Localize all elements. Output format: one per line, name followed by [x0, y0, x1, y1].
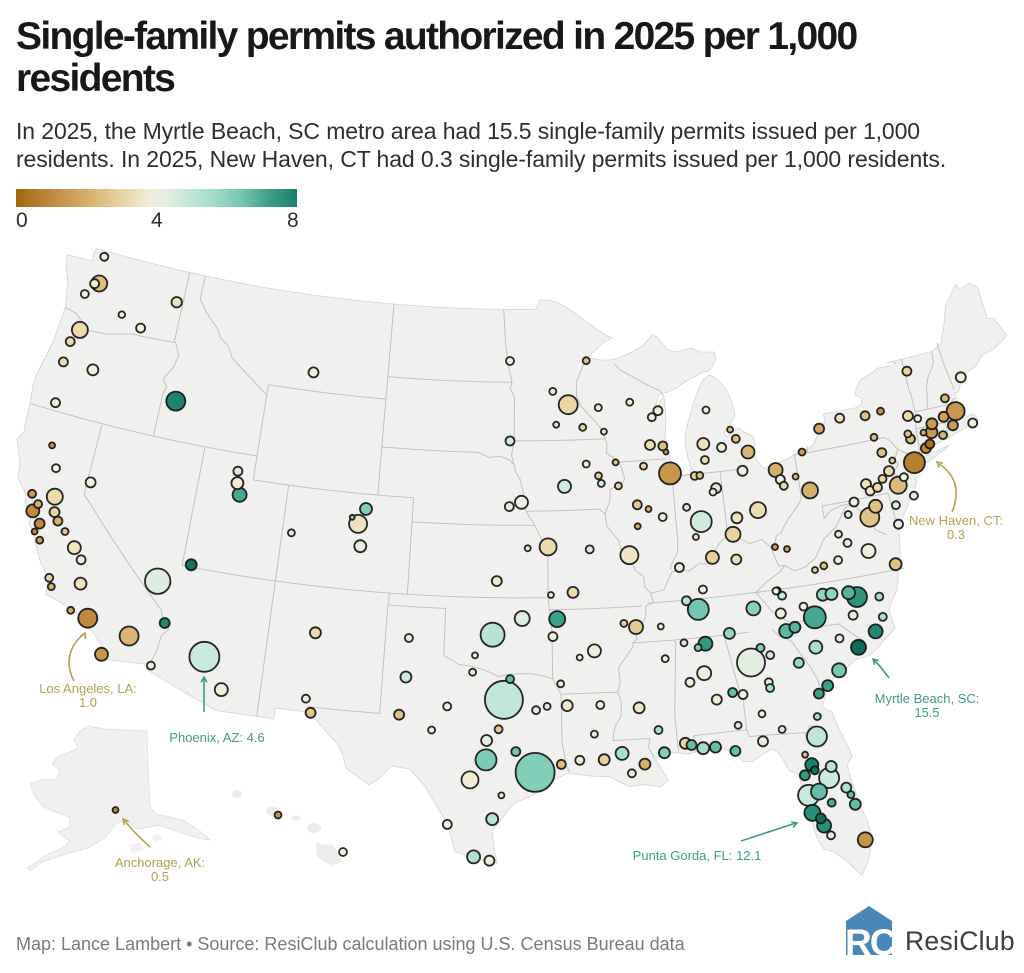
svg-text:Punta Gorda, FL: 12.1: Punta Gorda, FL: 12.1 — [633, 848, 762, 863]
svg-text:0.5: 0.5 — [151, 869, 169, 884]
svg-text:1.0: 1.0 — [79, 695, 97, 710]
svg-text:Myrtle Beach, SC:: Myrtle Beach, SC: — [875, 691, 980, 706]
svg-text:Los Angeles, LA:: Los Angeles, LA: — [39, 681, 137, 696]
svg-text:Phoenix, AZ: 4.6: Phoenix, AZ: 4.6 — [169, 730, 264, 745]
svg-text:New Haven, CT:: New Haven, CT: — [909, 513, 1003, 528]
svg-text:Anchorage, AK:: Anchorage, AK: — [115, 855, 205, 870]
svg-text:15.5: 15.5 — [914, 705, 939, 720]
svg-text:0.3: 0.3 — [947, 527, 965, 542]
svg-text:RC: RC — [845, 922, 896, 963]
